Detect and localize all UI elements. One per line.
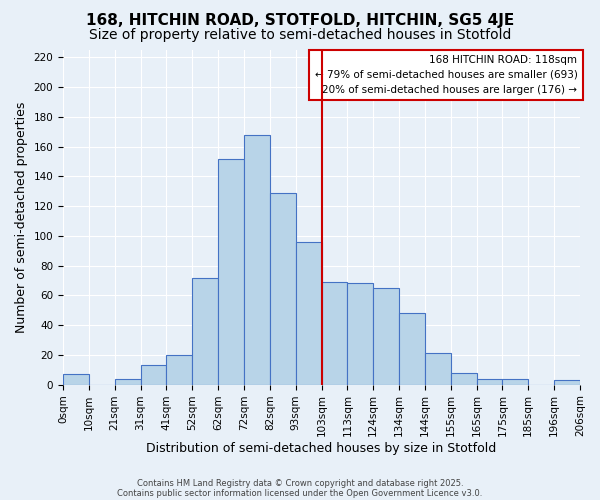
- Bar: [244, 135, 270, 384]
- Bar: [270, 193, 296, 384]
- Text: 168 HITCHIN ROAD: 118sqm
← 79% of semi-detached houses are smaller (693)
20% of : 168 HITCHIN ROAD: 118sqm ← 79% of semi-d…: [314, 55, 577, 94]
- Bar: [296, 242, 322, 384]
- Bar: [476, 378, 502, 384]
- Bar: [399, 313, 425, 384]
- Bar: [347, 284, 373, 384]
- Bar: [373, 288, 399, 384]
- X-axis label: Distribution of semi-detached houses by size in Stotfold: Distribution of semi-detached houses by …: [146, 442, 497, 455]
- Bar: [115, 378, 140, 384]
- Bar: [554, 380, 580, 384]
- Bar: [166, 355, 192, 384]
- Bar: [425, 354, 451, 384]
- Bar: [218, 158, 244, 384]
- Y-axis label: Number of semi-detached properties: Number of semi-detached properties: [15, 102, 28, 333]
- Bar: [140, 366, 166, 384]
- Text: Size of property relative to semi-detached houses in Stotfold: Size of property relative to semi-detach…: [89, 28, 511, 42]
- Text: Contains HM Land Registry data © Crown copyright and database right 2025.: Contains HM Land Registry data © Crown c…: [137, 478, 463, 488]
- Bar: [502, 378, 529, 384]
- Bar: [192, 278, 218, 384]
- Bar: [322, 282, 347, 384]
- Bar: [451, 372, 476, 384]
- Text: 168, HITCHIN ROAD, STOTFOLD, HITCHIN, SG5 4JE: 168, HITCHIN ROAD, STOTFOLD, HITCHIN, SG…: [86, 12, 514, 28]
- Bar: [63, 374, 89, 384]
- Text: Contains public sector information licensed under the Open Government Licence v3: Contains public sector information licen…: [118, 488, 482, 498]
